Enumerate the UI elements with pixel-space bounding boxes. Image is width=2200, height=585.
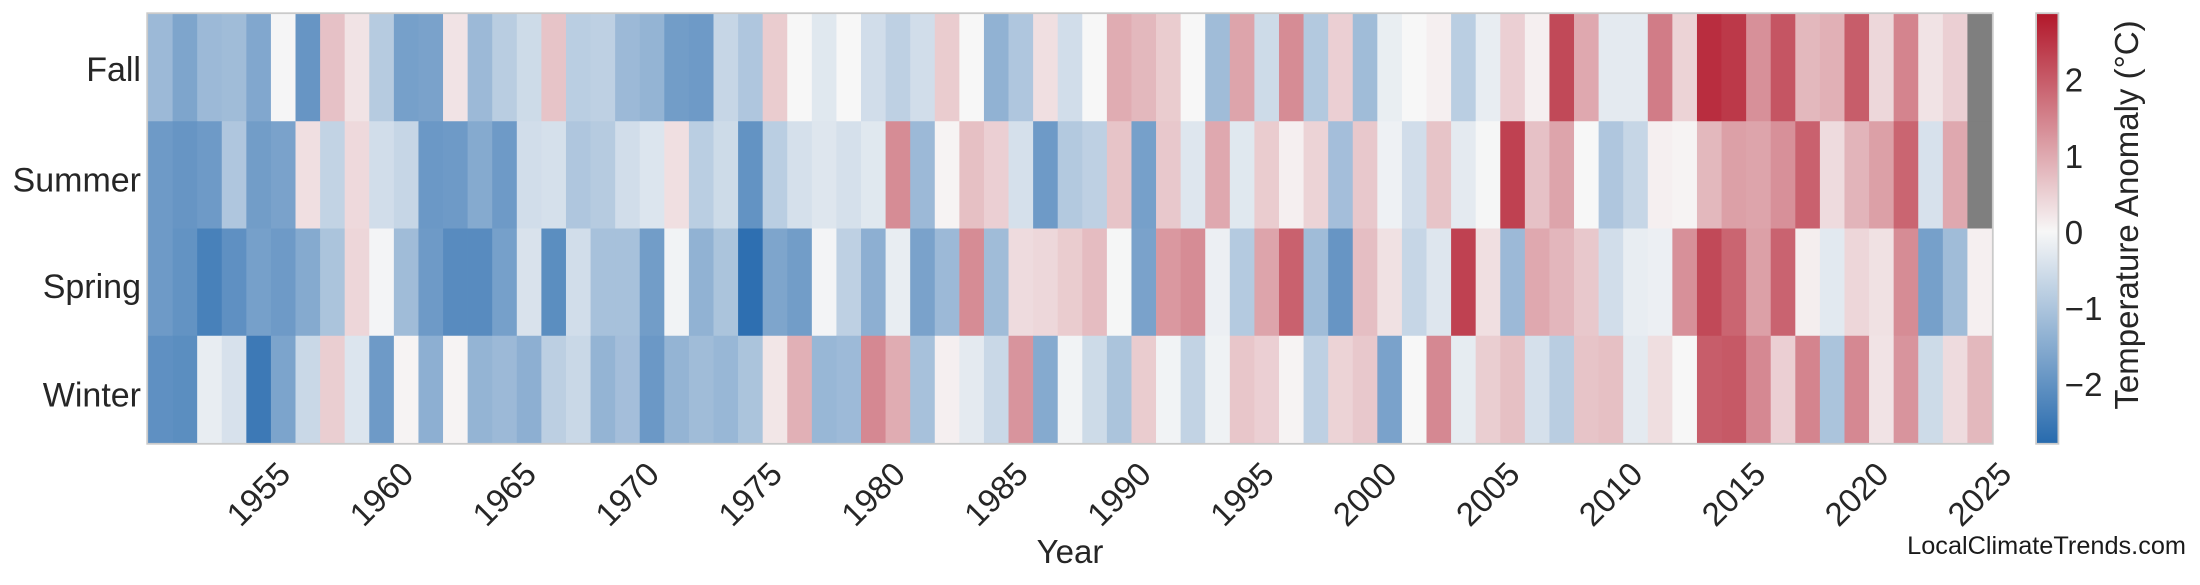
svg-text:Fall: Fall [86,51,141,89]
svg-text:Temperature Anomaly (°C): Temperature Anomaly (°C) [2108,20,2145,409]
svg-text:Year: Year [1037,533,1104,570]
svg-text:0: 0 [2065,214,2083,251]
svg-text:Spring: Spring [43,268,141,306]
svg-text:Summer: Summer [13,162,141,200]
svg-text:LocalClimateTrends.com: LocalClimateTrends.com [1907,532,2186,560]
svg-text:Winter: Winter [43,377,141,415]
svg-text:1: 1 [2065,138,2083,175]
svg-text:−1: −1 [2065,290,2103,327]
svg-text:−2: −2 [2065,366,2103,403]
svg-text:2: 2 [2065,62,2083,99]
